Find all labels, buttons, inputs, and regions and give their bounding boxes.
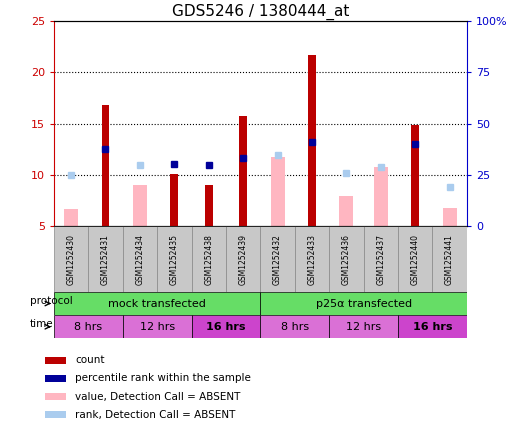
- Bar: [432, 226, 467, 292]
- Text: 8 hrs: 8 hrs: [74, 322, 102, 332]
- Title: GDS5246 / 1380444_at: GDS5246 / 1380444_at: [172, 3, 349, 20]
- Text: 16 hrs: 16 hrs: [412, 322, 452, 332]
- Text: GSM1252440: GSM1252440: [411, 233, 420, 285]
- Text: GSM1252430: GSM1252430: [67, 233, 75, 285]
- Text: p25α transfected: p25α transfected: [315, 299, 411, 308]
- Bar: [88, 226, 123, 292]
- Bar: [64, 209, 78, 226]
- Text: GSM1252434: GSM1252434: [135, 233, 144, 285]
- Bar: [205, 185, 212, 226]
- Text: value, Detection Call = ABSENT: value, Detection Call = ABSENT: [75, 392, 241, 401]
- Bar: [260, 226, 295, 292]
- Bar: [45, 375, 66, 382]
- Text: GSM1252438: GSM1252438: [204, 233, 213, 285]
- Bar: [411, 125, 419, 226]
- Bar: [364, 226, 398, 292]
- Bar: [443, 208, 457, 226]
- Bar: [398, 226, 432, 292]
- Text: rank, Detection Call = ABSENT: rank, Detection Call = ABSENT: [75, 410, 235, 420]
- Text: 8 hrs: 8 hrs: [281, 322, 309, 332]
- Text: 12 hrs: 12 hrs: [346, 322, 381, 332]
- Bar: [295, 226, 329, 292]
- Bar: [226, 226, 260, 292]
- Bar: [45, 412, 66, 418]
- Text: GSM1252431: GSM1252431: [101, 233, 110, 285]
- Text: 12 hrs: 12 hrs: [140, 322, 174, 332]
- Bar: [45, 357, 66, 364]
- Text: GSM1252433: GSM1252433: [307, 233, 317, 285]
- Text: count: count: [75, 355, 105, 365]
- Bar: [54, 226, 88, 292]
- Bar: [191, 315, 260, 338]
- Bar: [329, 315, 398, 338]
- Text: 16 hrs: 16 hrs: [206, 322, 246, 332]
- Bar: [329, 226, 364, 292]
- Bar: [261, 292, 467, 315]
- Text: GSM1252432: GSM1252432: [273, 233, 282, 285]
- Bar: [54, 315, 123, 338]
- Bar: [157, 226, 191, 292]
- Bar: [239, 115, 247, 226]
- Text: GSM1252437: GSM1252437: [377, 233, 385, 285]
- Bar: [191, 226, 226, 292]
- Bar: [261, 315, 329, 338]
- Bar: [133, 185, 147, 226]
- Bar: [123, 315, 191, 338]
- Bar: [398, 315, 467, 338]
- Text: GSM1252436: GSM1252436: [342, 233, 351, 285]
- Text: time: time: [30, 319, 53, 330]
- Bar: [170, 174, 178, 226]
- Text: GSM1252441: GSM1252441: [445, 233, 454, 285]
- Bar: [340, 195, 353, 226]
- Bar: [54, 292, 261, 315]
- Bar: [270, 157, 285, 226]
- Bar: [102, 105, 109, 226]
- Text: protocol: protocol: [30, 296, 72, 306]
- Text: GSM1252439: GSM1252439: [239, 233, 248, 285]
- Bar: [123, 226, 157, 292]
- Text: GSM1252435: GSM1252435: [170, 233, 179, 285]
- Bar: [308, 55, 316, 226]
- Text: percentile rank within the sample: percentile rank within the sample: [75, 374, 251, 383]
- Bar: [45, 393, 66, 400]
- Bar: [374, 167, 388, 226]
- Text: mock transfected: mock transfected: [108, 299, 206, 308]
